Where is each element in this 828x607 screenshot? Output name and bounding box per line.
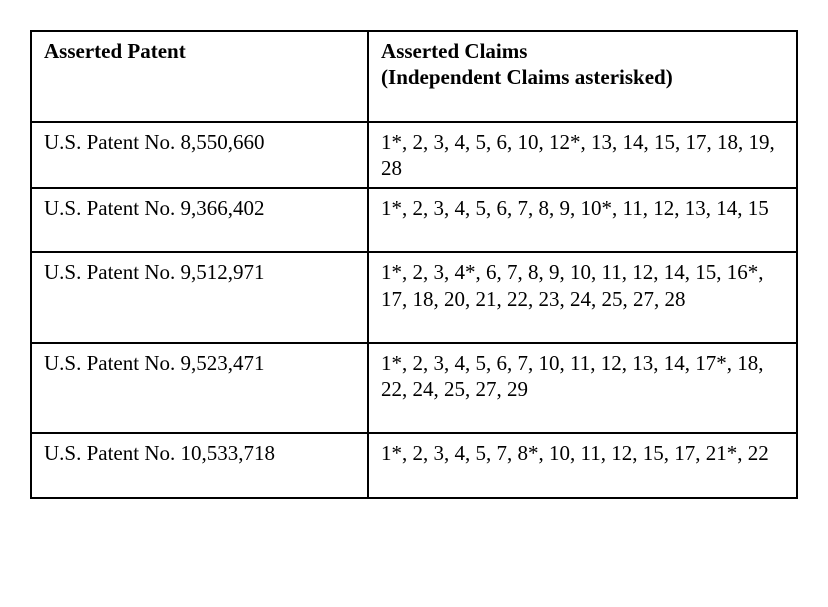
claims-cell: 1*, 2, 3, 4, 5, 7, 8*, 10, 11, 12, 15, 1…: [368, 433, 797, 497]
patent-cell: U.S. Patent No. 10,533,718: [31, 433, 368, 497]
claims-cell-text: 1*, 2, 3, 4, 5, 6, 7, 10, 11, 12, 13, 14…: [381, 351, 763, 401]
claims-cell-text: 1*, 2, 3, 4, 5, 7, 8*, 10, 11, 12, 15, 1…: [381, 441, 769, 465]
table-row: U.S. Patent No. 9,512,971 1*, 2, 3, 4*, …: [31, 252, 797, 343]
table-row: U.S. Patent No. 9,366,402 1*, 2, 3, 4, 5…: [31, 188, 797, 252]
patent-cell: U.S. Patent No. 9,523,471: [31, 343, 368, 434]
cell-spacer: [381, 467, 784, 491]
patent-column-header: Asserted Patent: [31, 31, 368, 122]
header-spacer: [381, 91, 784, 115]
table-row: U.S. Patent No. 9,523,471 1*, 2, 3, 4, 5…: [31, 343, 797, 434]
claims-cell-text: 1*, 2, 3, 4, 5, 6, 7, 8, 9, 10*, 11, 12,…: [381, 196, 769, 220]
cell-spacer: [381, 312, 784, 336]
patent-header-line1: Asserted Patent: [44, 38, 355, 64]
claims-cell: 1*, 2, 3, 4, 5, 6, 10, 12*, 13, 14, 15, …: [368, 122, 797, 189]
table-row: U.S. Patent No. 10,533,718 1*, 2, 3, 4, …: [31, 433, 797, 497]
patent-cell: U.S. Patent No. 9,512,971: [31, 252, 368, 343]
table-header-row: Asserted Patent Asserted Claims (Indepen…: [31, 31, 797, 122]
claims-cell-text: 1*, 2, 3, 4*, 6, 7, 8, 9, 10, 11, 12, 14…: [381, 260, 763, 310]
claims-cell: 1*, 2, 3, 4, 5, 6, 7, 8, 9, 10*, 11, 12,…: [368, 188, 797, 252]
table-row: U.S. Patent No. 8,550,660 1*, 2, 3, 4, 5…: [31, 122, 797, 189]
claims-header-line2: (Independent Claims asterisked): [381, 64, 784, 90]
claims-column-header: Asserted Claims (Independent Claims aste…: [368, 31, 797, 122]
claims-cell: 1*, 2, 3, 4*, 6, 7, 8, 9, 10, 11, 12, 14…: [368, 252, 797, 343]
cell-spacer: [381, 402, 784, 426]
patent-cell: U.S. Patent No. 9,366,402: [31, 188, 368, 252]
header-spacer: [44, 64, 355, 88]
claims-cell: 1*, 2, 3, 4, 5, 6, 7, 10, 11, 12, 13, 14…: [368, 343, 797, 434]
claims-header-line1: Asserted Claims: [381, 38, 784, 64]
asserted-patents-table: Asserted Patent Asserted Claims (Indepen…: [30, 30, 798, 499]
patent-cell: U.S. Patent No. 8,550,660: [31, 122, 368, 189]
cell-spacer: [381, 221, 784, 245]
